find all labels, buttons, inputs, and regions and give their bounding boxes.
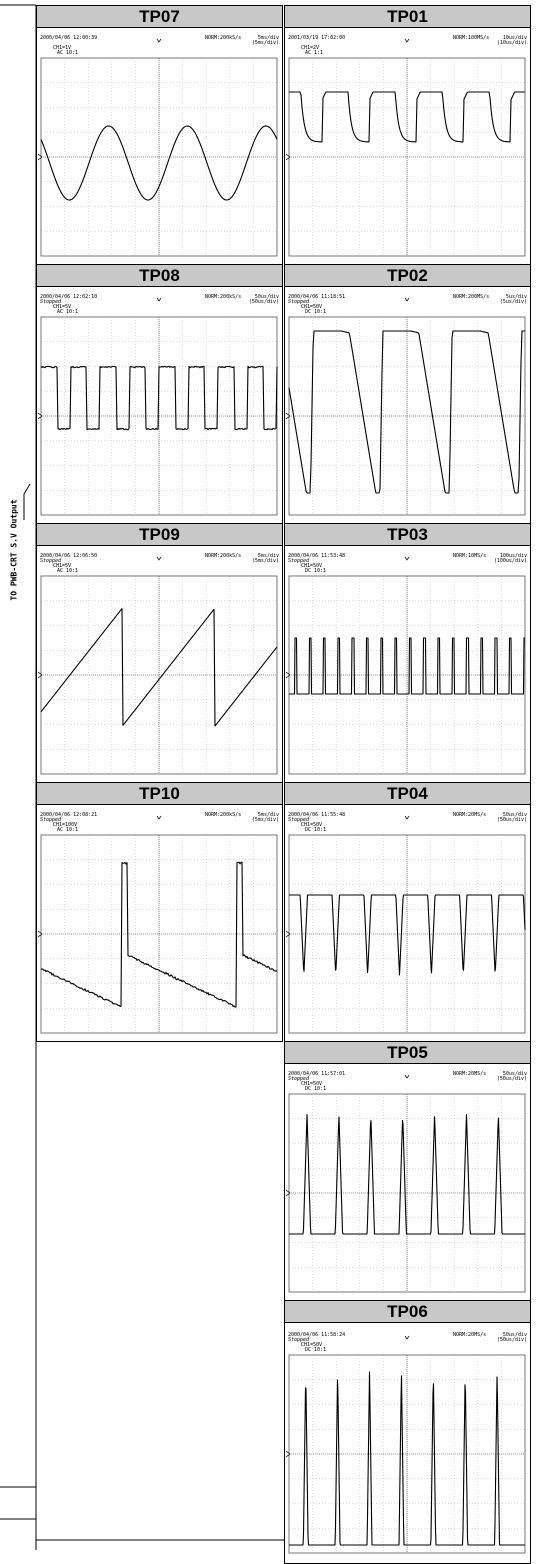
scope-sample-rate: NORM:200kS/s: [205, 294, 241, 300]
scope-coupling: AC 10:1: [57, 568, 78, 574]
scope-sample-rate: NORM:200kS/s: [205, 35, 241, 41]
scope-coupling: DC 10:1: [305, 1347, 326, 1353]
tp03-panel: TP03 2000/04/06 11:53:48 Stopped NORM:10MS…: [284, 523, 531, 783]
scope-sample-rate: NORM:100MS/s: [453, 35, 489, 41]
scope-display: 2000/04/06 11:53:48 Stopped NORM:10MS/s 100…: [285, 546, 530, 782]
scope-time-div-secondary: (50us/div): [497, 817, 527, 823]
panel-title: TP02: [285, 265, 530, 287]
scope-display: 2000/04/06 12:08:21 Stopped NORM:200kS/s 5m…: [37, 805, 282, 1041]
scope-display: 2000/04/06 11:55:48 Stopped NORM:20MS/s 50u…: [285, 805, 530, 1041]
panel-title: TP03: [285, 524, 530, 546]
panel-title: TP06: [285, 1301, 530, 1323]
scope-coupling: DC 10:1: [305, 309, 326, 315]
scope-date: 2001/03/19 17:02:00: [288, 35, 345, 41]
scope-screen: 2000/04/06 12:08:21Stopped NORM:200kS/s 5m…: [37, 805, 282, 1041]
tp10-panel: TP10 2000/04/06 12:08:21 Stopped NORM:200k…: [36, 782, 283, 1042]
panel-title: TP10: [37, 783, 282, 805]
scope-display: 2000/04/06 12:00:39 NORM:200kS/s 5ms/div (5…: [37, 28, 282, 264]
trigger-marker-icon: [157, 298, 161, 301]
scope-screen: 2000/04/06 11:58:24Stopped NORM:20MS/s 50u…: [285, 1323, 530, 1563]
trigger-marker-icon: [405, 298, 409, 301]
scope-coupling: AC 10:1: [57, 309, 78, 315]
tp05-panel: TP05 2000/04/06 11:57:01 Stopped NORM:20MS…: [284, 1041, 531, 1301]
side-label: TO PWB-CRT S.V Output: [0, 430, 28, 670]
trigger-marker-icon: [157, 39, 161, 42]
scope-coupling: DC 10:1: [305, 568, 326, 574]
tp07-panel: TP07 2000/04/06 12:00:39 NORM:200kS/s 5ms/…: [36, 5, 283, 265]
tp04-panel: TP04 2000/04/06 11:55:48 Stopped NORM:20MS…: [284, 782, 531, 1042]
panel-title: TP08: [37, 265, 282, 287]
scope-screen: 2000/04/06 11:55:48Stopped NORM:20MS/s 50u…: [285, 805, 530, 1041]
scope-screen: 2000/04/06 12:00:39 NORM:200kS/s 5ms/div(5…: [37, 28, 282, 264]
trigger-marker-icon: [157, 557, 161, 560]
panel-title: TP01: [285, 6, 530, 28]
trigger-marker-icon: [405, 39, 409, 42]
scope-screen: 2001/03/19 17:02:00 NORM:100MS/s 10us/div(…: [285, 28, 530, 264]
scope-time-div-secondary: (5us/div): [500, 299, 527, 305]
trigger-marker-icon: [405, 816, 409, 819]
scope-sample-rate: NORM:10MS/s: [453, 553, 486, 559]
scope-time-div-secondary: (5ms/div): [252, 558, 279, 564]
scope-sample-rate: NORM:20MS/s: [453, 812, 486, 818]
trigger-marker-icon: [157, 816, 161, 819]
scope-coupling: DC 10:1: [305, 827, 326, 833]
side-label-text: TO PWB-CRT S.V Output: [10, 499, 19, 600]
scope-display: 2000/04/06 12:06:50 Stopped NORM:200kS/s 5m…: [37, 546, 282, 782]
scope-screen: 2000/04/06 12:02:10Stopped NORM:200kS/s 50…: [37, 287, 282, 523]
panel-title: TP05: [285, 1042, 530, 1064]
scope-time-div-secondary: (5ms/div): [252, 40, 279, 46]
scope-sample-rate: NORM:200kS/s: [205, 812, 241, 818]
scope-sample-rate: NORM:20MS/s: [453, 1071, 486, 1077]
scope-time-div-secondary: (5ms/div): [252, 817, 279, 823]
scope-time-div-secondary: (10us/div): [497, 40, 527, 46]
scope-time-div-secondary: (50us/div): [497, 1076, 527, 1082]
scope-display: 2000/04/06 11:18:51 Stopped NORM:200MS/s 5u…: [285, 287, 530, 523]
waveform-trace: [41, 366, 277, 429]
scope-display: 2000/04/06 12:02:10 Stopped NORM:200kS/s 50…: [37, 287, 282, 523]
scope-sample-rate: NORM:200kS/s: [205, 553, 241, 559]
tp06-panel: TP06 2000/04/06 11:58:24 Stopped NORM:20MS…: [284, 1300, 531, 1564]
scope-sample-rate: NORM:20MS/s: [453, 1332, 486, 1338]
trigger-marker-icon: [405, 557, 409, 560]
scope-time-div-secondary: (50us/div): [249, 299, 279, 305]
scope-sample-rate: NORM:200MS/s: [453, 294, 489, 300]
trigger-marker-icon: [405, 1075, 409, 1078]
scope-coupling: AC 10:1: [57, 50, 78, 56]
scope-screen: 2000/04/06 12:06:50Stopped NORM:200kS/s 5m…: [37, 546, 282, 782]
panel-title: TP07: [37, 6, 282, 28]
scope-display: 2000/04/06 11:58:24 Stopped NORM:20MS/s 50u…: [285, 1323, 530, 1563]
scope-display: 2000/04/06 11:57:01 Stopped NORM:20MS/s 50u…: [285, 1064, 530, 1300]
scope-coupling: DC 10:1: [305, 1086, 326, 1092]
panel-title: TP04: [285, 783, 530, 805]
tp02-panel: TP02 2000/04/06 11:18:51 Stopped NORM:200M…: [284, 264, 531, 524]
scope-time-div-secondary: (50us/div): [497, 1337, 527, 1343]
trigger-marker-icon: [405, 1336, 409, 1339]
scope-coupling: AC 1:1: [305, 50, 323, 56]
scope-date: 2000/04/06 12:00:39: [40, 35, 97, 41]
scope-coupling: AC 10:1: [57, 827, 78, 833]
tp08-panel: TP08 2000/04/06 12:02:10 Stopped NORM:200k…: [36, 264, 283, 524]
tp09-panel: TP09 2000/04/06 12:06:50 Stopped NORM:200k…: [36, 523, 283, 783]
scope-time-div-secondary: (100us/div): [494, 558, 527, 564]
scope-screen: 2000/04/06 11:53:48Stopped NORM:10MS/s 100…: [285, 546, 530, 782]
scope-screen: 2000/04/06 11:57:01Stopped NORM:20MS/s 50u…: [285, 1064, 530, 1300]
scope-screen: 2000/04/06 11:18:51Stopped NORM:200MS/s 5u…: [285, 287, 530, 523]
tp01-panel: TP01 2001/03/19 17:02:00 NORM:100MS/s 10us…: [284, 5, 531, 265]
panel-title: TP09: [37, 524, 282, 546]
scope-display: 2001/03/19 17:02:00 NORM:100MS/s 10us/div(…: [285, 28, 530, 264]
